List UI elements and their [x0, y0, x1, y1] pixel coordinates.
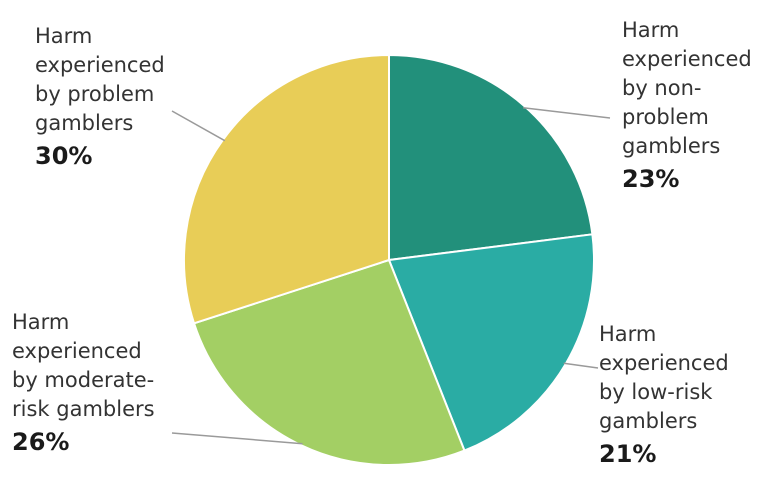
- slice-label-moderate-risk: Harm experienced by moderate- risk gambl…: [12, 308, 155, 458]
- slice-label-low-risk: Harm experienced by low-risk gamblers 21…: [599, 320, 729, 470]
- slice-percent: 23%: [622, 163, 752, 195]
- label-line: gamblers: [622, 132, 752, 161]
- leader-line: [564, 363, 598, 368]
- slice-percent: 21%: [599, 438, 729, 470]
- pie-slices: [184, 55, 594, 465]
- label-line: gamblers: [35, 109, 165, 138]
- label-line: Harm: [12, 308, 155, 337]
- label-line: Harm: [35, 22, 165, 51]
- slice-non-problem: [389, 55, 592, 260]
- label-line: experienced: [622, 45, 752, 74]
- label-line: experienced: [12, 337, 155, 366]
- label-line: Harm: [599, 320, 729, 349]
- slice-label-problem: Harm experienced by problem gamblers 30%: [35, 22, 165, 172]
- label-line: by low-risk: [599, 378, 729, 407]
- label-line: by problem: [35, 80, 165, 109]
- leader-line: [172, 111, 225, 141]
- slice-label-non-problem: Harm experienced by non- problem gambler…: [622, 16, 752, 195]
- label-line: by non-: [622, 74, 752, 103]
- slice-percent: 26%: [12, 426, 155, 458]
- label-line: by moderate-: [12, 366, 155, 395]
- label-line: experienced: [599, 349, 729, 378]
- label-line: Harm: [622, 16, 752, 45]
- label-line: gamblers: [599, 407, 729, 436]
- label-line: problem: [622, 103, 752, 132]
- slice-percent: 30%: [35, 140, 165, 172]
- label-line: risk gamblers: [12, 395, 155, 424]
- label-line: experienced: [35, 51, 165, 80]
